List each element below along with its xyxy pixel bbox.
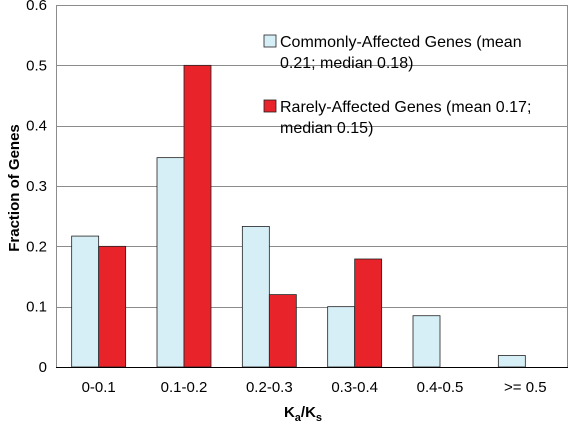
legend-label-rarely: Rarely-Affected Genes (mean 0.17; (280, 99, 531, 116)
bar-rarely-3 (354, 258, 383, 368)
x-axis-title-sub-a: a (295, 412, 302, 424)
x-tick-label: 0.2-0.3 (246, 379, 293, 396)
legend-label-commonly: Commonly-Affected Genes (mean (280, 34, 522, 51)
y-tick-label: 0.4 (26, 118, 47, 135)
x-axis-title-sub-s: s (316, 412, 322, 424)
x-tick-label: 0.3-0.4 (331, 379, 378, 396)
bar-rarely-1 (183, 64, 212, 368)
y-tick-label: 0.5 (26, 57, 47, 74)
bars (71, 64, 526, 368)
gridlines (56, 5, 568, 367)
bar-commonly-1 (156, 157, 185, 368)
bar-commonly-2 (241, 226, 270, 368)
legend-swatch-rarely (263, 99, 277, 113)
x-tick-label: 0.1-0.2 (161, 379, 208, 396)
legend-swatch-commonly (263, 34, 277, 48)
y-tick-label: 0.3 (26, 178, 47, 195)
x-tick-label: >= 0.5 (504, 379, 547, 396)
x-tick-label: 0-0.1 (82, 379, 116, 396)
bar-commonly-0 (71, 235, 100, 368)
y-tick-label: 0 (39, 359, 47, 376)
x-tick-labels: 0-0.1 0.1-0.2 0.2-0.3 0.3-0.4 0.4-0.5 >= 0.5 (82, 379, 547, 396)
legend: Commonly-Affected Genes (mean 0.21; media… (263, 34, 531, 137)
y-tick-labels: 0 0.1 0.2 0.3 0.4 0.5 0.6 (26, 0, 47, 376)
bar-commonly-4 (412, 315, 441, 368)
x-tick-label: 0.4-0.5 (417, 379, 464, 396)
legend-label-commonly: 0.21; median 0.18) (280, 55, 413, 72)
legend-label-rarely: median 0.15) (280, 120, 373, 137)
y-tick-label: 0.1 (26, 299, 47, 316)
bar-rarely-0 (98, 245, 127, 368)
x-axis-title: Ka/Ks (284, 404, 322, 424)
bar-commonly-3 (327, 306, 356, 368)
bar-rarely-2 (268, 294, 297, 368)
bar-commonly-5 (497, 355, 526, 368)
y-tick-label: 0.2 (26, 238, 47, 255)
x-axis-title-sep: /K (301, 404, 316, 421)
y-axis-title: Fraction of Genes (6, 124, 23, 252)
x-axis-title-k: K (284, 404, 295, 421)
y-tick-label: 0.6 (26, 0, 47, 14)
